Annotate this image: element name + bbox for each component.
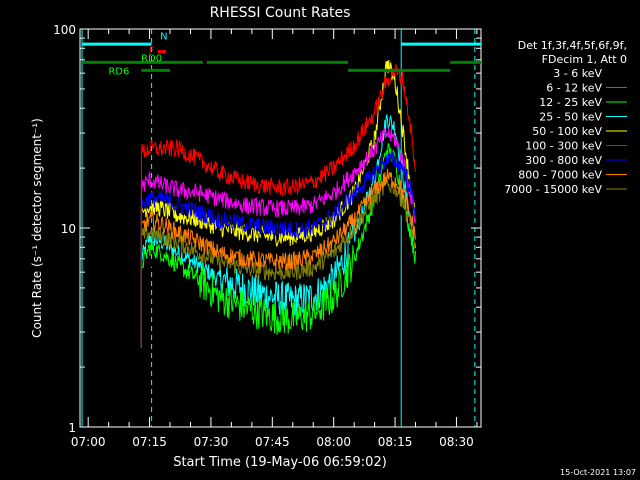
legend-entry-label: 100 - 300 keV xyxy=(525,140,602,153)
x-tick-label: 08:00 xyxy=(316,435,351,449)
x-tick-label: 07:45 xyxy=(255,435,290,449)
legend-entry-label: 800 - 7000 keV xyxy=(518,169,602,182)
status-bar-label: RD0 xyxy=(141,53,162,64)
y-axis-label: Count Rate (s⁻¹ detector segment⁻¹) xyxy=(30,118,44,338)
x-tick-label: 08:30 xyxy=(439,435,474,449)
series-line xyxy=(140,168,416,348)
series-line xyxy=(140,114,416,348)
legend-header-line2: FDecim 1, Att 0 xyxy=(542,53,627,66)
x-tick-labels: 07:00 07:15 07:30 07:45 08:00 08:15 08:30 xyxy=(71,435,474,449)
legend-entry-label: 50 - 100 keV xyxy=(532,125,602,138)
status-bar-label: F xyxy=(149,45,155,56)
series-line xyxy=(140,151,416,348)
x-tick-label: 08:15 xyxy=(378,435,413,449)
attenuator-lines xyxy=(81,29,476,427)
legend: Det 1f,3f,4f,5f,6f,9f, FDecim 1, Att 0 3… xyxy=(504,39,627,196)
y-tick-label: 1 xyxy=(68,421,76,435)
y-tick-label: 10 xyxy=(61,222,76,236)
series-line xyxy=(140,143,416,348)
y-tick-label: 100 xyxy=(53,23,76,37)
series-lines xyxy=(140,59,416,360)
legend-entry-label: 3 - 6 keV xyxy=(553,67,602,80)
status-bar-label: N xyxy=(160,31,167,42)
x-axis-label: Start Time (19-May-06 06:59:02) xyxy=(173,455,387,470)
legend-entry-label: 12 - 25 keV xyxy=(539,96,602,109)
legend-entry-label: 300 - 800 keV xyxy=(525,154,602,167)
series-line xyxy=(140,127,416,348)
x-tick-label: 07:30 xyxy=(194,435,229,449)
legend-entry-label: 25 - 50 keV xyxy=(539,111,602,124)
series-line xyxy=(140,63,416,348)
series-line xyxy=(140,59,416,348)
legend-entry-label: 6 - 12 keV xyxy=(546,82,602,95)
status-bar-label: RD6 xyxy=(108,66,129,77)
x-tick-label: 07:00 xyxy=(71,435,106,449)
timestamp-footer: 15-Oct-2021 13:07 xyxy=(560,468,636,477)
x-tick-label: 07:15 xyxy=(132,435,167,449)
chart-title: RHESSI Count Rates xyxy=(210,5,351,21)
legend-entry-label: 7000 - 15000 keV xyxy=(504,183,602,196)
series-line xyxy=(140,176,416,348)
legend-header-line1: Det 1f,3f,4f,5f,6f,9f, xyxy=(518,39,627,52)
y-tick-labels: 1 10 100 xyxy=(53,23,76,435)
axis-ticks xyxy=(80,29,481,428)
